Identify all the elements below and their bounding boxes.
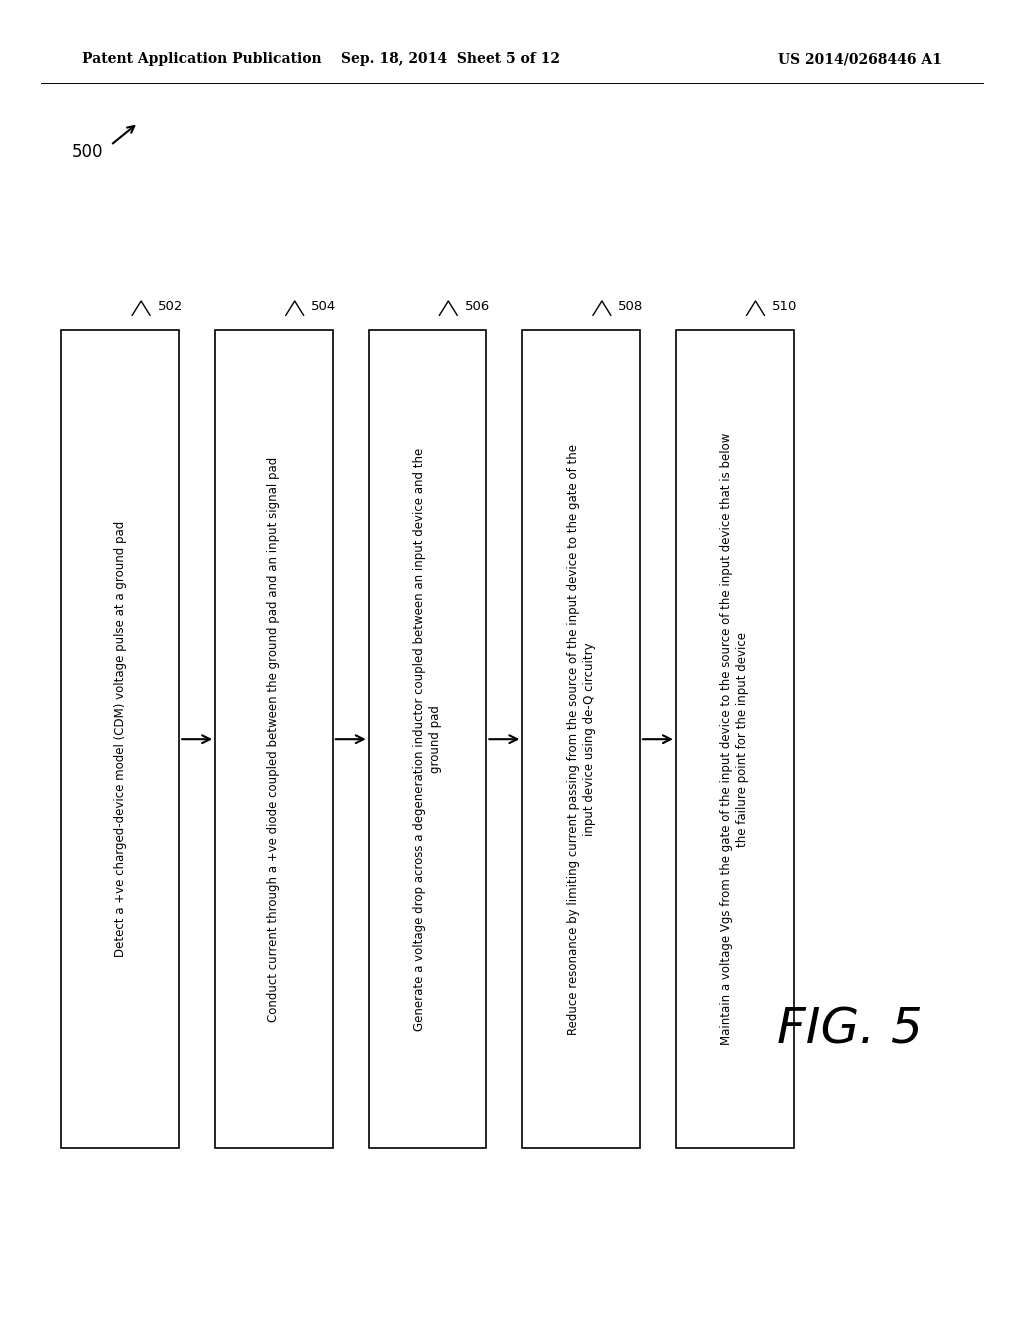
Text: Sep. 18, 2014  Sheet 5 of 12: Sep. 18, 2014 Sheet 5 of 12 [341,53,560,66]
Text: Patent Application Publication: Patent Application Publication [82,53,322,66]
Text: 506: 506 [465,300,489,313]
Text: Conduct current through a +ve diode coupled between the ground pad and an input : Conduct current through a +ve diode coup… [267,457,281,1022]
Text: US 2014/0268446 A1: US 2014/0268446 A1 [778,53,942,66]
Text: Maintain a voltage Vgs from the gate of the input device to the source of the in: Maintain a voltage Vgs from the gate of … [720,433,750,1045]
Text: 508: 508 [618,300,643,313]
Text: FIG. 5: FIG. 5 [777,1006,923,1053]
Text: Generate a voltage drop across a degeneration inductor coupled between an input : Generate a voltage drop across a degener… [413,447,442,1031]
Text: 502: 502 [158,300,183,313]
Text: 500: 500 [72,143,103,161]
Bar [676,330,794,1148]
Text: 504: 504 [311,300,336,313]
Text: Reduce resonance by limiting current passing from the source of the input device: Reduce resonance by limiting current pas… [566,444,596,1035]
Bar [522,330,640,1148]
Bar [369,330,486,1148]
Text: Detect a +ve charged-device model (CDM) voltage pulse at a ground pad: Detect a +ve charged-device model (CDM) … [114,521,127,957]
Text: 510: 510 [772,300,798,313]
Bar [215,330,333,1148]
Bar [61,330,179,1148]
